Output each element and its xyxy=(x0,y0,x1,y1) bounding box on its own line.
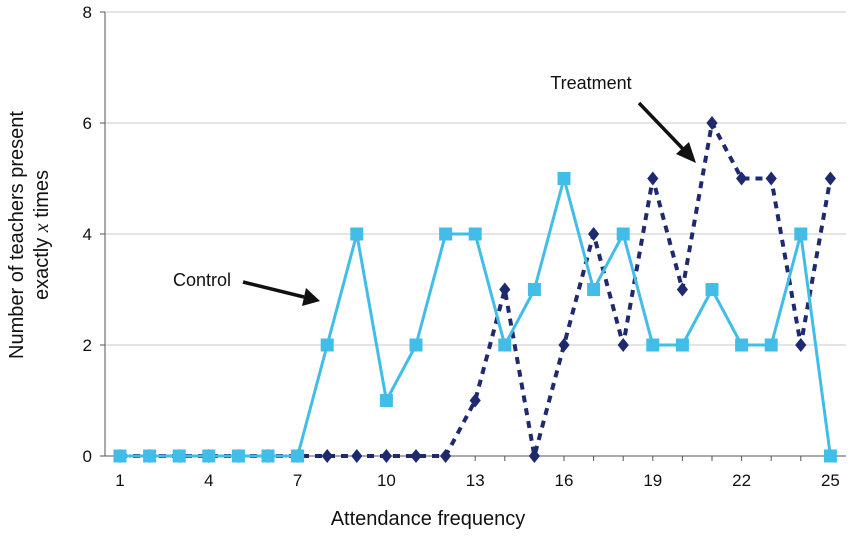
control-point xyxy=(143,449,157,463)
x-tick-label: 16 xyxy=(555,471,574,490)
treatment-point xyxy=(765,171,777,186)
control-point xyxy=(498,338,512,352)
control-point xyxy=(557,172,571,185)
control-annotation-label: Control xyxy=(173,270,231,290)
control-point xyxy=(231,449,245,463)
treatment-point xyxy=(321,449,333,463)
control-point xyxy=(823,449,837,463)
y-axis-title-pre: exactly xyxy=(31,232,53,300)
control-point xyxy=(439,227,453,241)
y-tick-label: 6 xyxy=(83,114,92,133)
control-point xyxy=(291,449,305,463)
control-point xyxy=(675,338,689,352)
control-point xyxy=(320,338,334,352)
control-point xyxy=(350,227,364,241)
x-tick-label: 13 xyxy=(466,471,485,490)
y-tick-label: 4 xyxy=(83,225,92,244)
control-point xyxy=(646,338,660,352)
treatment-point xyxy=(824,171,836,186)
treatment-arrow-shaft xyxy=(637,101,686,152)
control-point xyxy=(113,449,127,463)
y-tick-labels: 0 2 4 6 8 xyxy=(83,3,92,466)
control-point xyxy=(705,283,719,296)
control-point xyxy=(616,227,630,241)
control-arrow-shaft xyxy=(242,280,305,299)
treatment-point xyxy=(558,338,570,352)
treatment-point xyxy=(351,449,363,463)
y-axis-title-line1: Number of teachers present xyxy=(6,111,28,359)
control-line xyxy=(120,177,832,458)
control-point xyxy=(261,449,275,463)
y-axis-title-line2: exactly x times xyxy=(31,170,53,300)
x-tick-label: 1 xyxy=(115,471,124,490)
y-tick-label: 0 xyxy=(83,447,92,466)
treatment-point xyxy=(647,171,659,186)
treatment-point xyxy=(617,338,629,352)
treatment-arrow-head xyxy=(676,142,696,163)
treatment-point xyxy=(528,449,540,463)
treatment-point xyxy=(588,227,600,241)
treatment-point xyxy=(706,116,718,130)
y-tick-label: 8 xyxy=(83,3,92,22)
x-axis-title: Attendance frequency xyxy=(331,508,526,530)
control-point xyxy=(409,338,423,352)
treatment-point xyxy=(499,282,511,297)
control-annotation: Control xyxy=(173,270,320,306)
gridlines xyxy=(105,11,846,346)
control-point xyxy=(202,449,216,463)
x-tick-labels: 1 4 7 10 13 16 19 22 25 xyxy=(115,471,840,490)
x-tick-label: 10 xyxy=(377,471,396,490)
control-point xyxy=(172,449,186,463)
treatment-point xyxy=(676,282,688,297)
control-point xyxy=(587,283,601,296)
control-arrow-head xyxy=(302,288,320,306)
x-tick-label: 25 xyxy=(821,471,840,490)
x-tick-label: 7 xyxy=(293,471,302,490)
treatment-annotation: Treatment xyxy=(550,73,696,163)
y-axis-title-variable: x xyxy=(31,223,53,233)
y-axis-title-post: times xyxy=(31,170,53,223)
control-point xyxy=(379,394,393,407)
treatment-annotation-label: Treatment xyxy=(550,73,631,93)
x-tick-label: 4 xyxy=(204,471,213,490)
x-tick-label: 22 xyxy=(732,471,751,490)
treatment-point xyxy=(380,449,392,463)
control-point xyxy=(527,283,541,296)
treatment-point xyxy=(440,449,452,463)
treatment-point xyxy=(736,171,748,186)
control-point xyxy=(764,338,778,352)
control-point xyxy=(794,227,808,241)
control-point xyxy=(735,338,749,352)
y-axis-title: Number of teachers present exactly x tim… xyxy=(6,111,53,359)
control-point xyxy=(468,227,482,241)
control-series xyxy=(113,172,837,463)
treatment-point xyxy=(469,393,481,408)
y-tick-label: 2 xyxy=(83,336,92,355)
x-tick-label: 19 xyxy=(643,471,662,490)
treatment-point xyxy=(795,338,807,352)
treatment-point xyxy=(410,449,422,463)
